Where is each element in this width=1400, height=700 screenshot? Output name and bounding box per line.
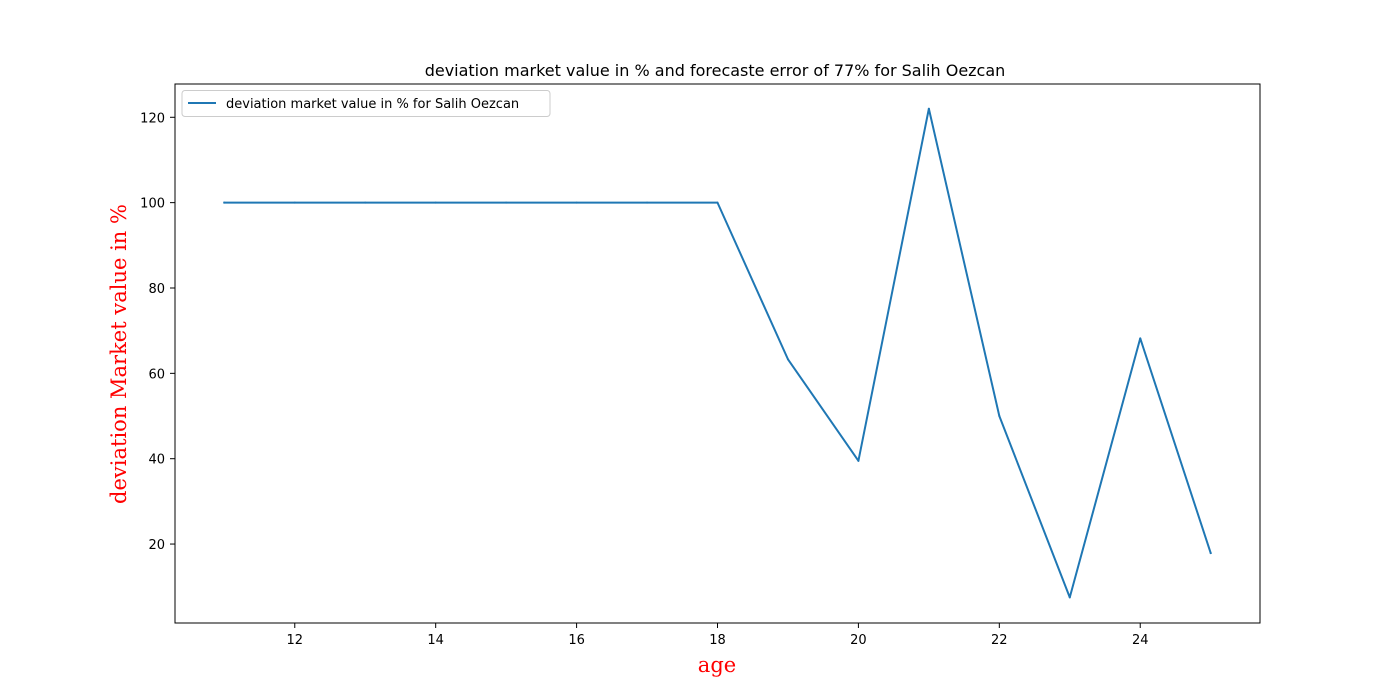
x-tick-label: 12 (286, 633, 303, 648)
data-point (223, 201, 226, 204)
x-tick-label: 18 (709, 633, 726, 648)
x-tick-label: 24 (1132, 633, 1149, 648)
data-point (1209, 552, 1212, 555)
x-tick-label: 22 (991, 633, 1008, 648)
x-tick-label: 20 (850, 633, 867, 648)
y-axis-label: deviation Market value in % (107, 204, 131, 504)
x-tick-label: 16 (568, 633, 585, 648)
legend: deviation market value in % for Salih Oe… (181, 90, 551, 117)
data-point (716, 201, 719, 204)
data-point (575, 201, 578, 204)
y-tick-label: 120 (140, 111, 165, 126)
legend-box (181, 90, 551, 117)
data-point (927, 107, 930, 110)
data-point (1139, 337, 1142, 340)
data-point (505, 201, 508, 204)
series-layer (223, 107, 1212, 599)
x-axis: 12 14 16 18 20 22 24 (286, 623, 1149, 648)
data-point (646, 201, 649, 204)
y-tick-label: 20 (148, 538, 165, 553)
y-tick-label: 100 (140, 197, 165, 212)
data-point (293, 201, 296, 204)
y-tick-label: 60 (148, 367, 165, 382)
data-point (364, 201, 367, 204)
legend-label: deviation market value in % for Salih Oe… (226, 97, 519, 112)
x-axis-label: age (698, 653, 736, 677)
data-point (998, 415, 1001, 418)
data-point (857, 459, 860, 462)
y-tick-label: 40 (148, 453, 165, 468)
y-axis: 20 40 60 80 100 120 (140, 111, 175, 553)
chart-title: deviation market value in % and forecast… (425, 61, 1006, 80)
data-point (1068, 596, 1071, 599)
data-point (434, 201, 437, 204)
x-tick-label: 14 (427, 633, 444, 648)
data-point (786, 358, 789, 361)
y-tick-label: 80 (148, 282, 165, 297)
